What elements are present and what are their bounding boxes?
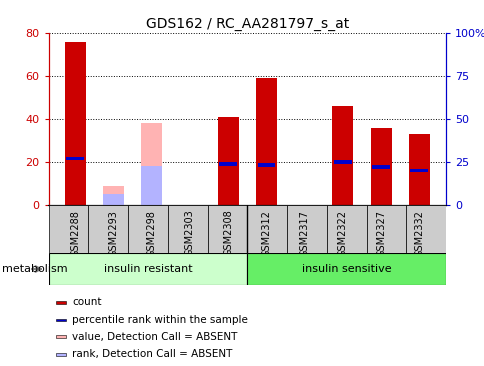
Text: insulin resistant: insulin resistant (104, 264, 192, 274)
Bar (207, 205, 247, 253)
Bar (56, 301, 66, 304)
Text: GSM2317: GSM2317 (299, 210, 309, 257)
Bar (128, 205, 167, 253)
Bar (103, 194, 124, 205)
Text: GSM2308: GSM2308 (223, 210, 233, 257)
Bar (56, 353, 66, 356)
Text: GSM2293: GSM2293 (108, 210, 118, 257)
Text: count: count (72, 297, 102, 307)
Text: GSM2327: GSM2327 (376, 210, 385, 257)
Bar (326, 205, 366, 253)
Bar (66, 157, 84, 160)
Bar (409, 169, 427, 172)
Bar (247, 253, 445, 285)
Bar (65, 42, 86, 205)
Bar (408, 134, 429, 205)
Bar (88, 205, 128, 253)
Bar (366, 205, 406, 253)
Bar (48, 205, 88, 253)
Bar (56, 335, 66, 338)
Bar (141, 123, 162, 205)
Text: insulin sensitive: insulin sensitive (302, 264, 391, 274)
Text: metabolism: metabolism (2, 264, 68, 274)
Text: percentile rank within the sample: percentile rank within the sample (72, 315, 247, 325)
Title: GDS162 / RC_AA281797_s_at: GDS162 / RC_AA281797_s_at (145, 16, 348, 30)
Bar (370, 127, 391, 205)
Text: GSM2312: GSM2312 (261, 210, 271, 257)
Text: GSM2322: GSM2322 (337, 210, 347, 257)
Bar (256, 78, 276, 205)
Bar (257, 164, 275, 167)
Bar (372, 165, 389, 169)
Text: GSM2332: GSM2332 (413, 210, 424, 257)
Bar (219, 162, 237, 165)
Text: GSM2303: GSM2303 (184, 210, 195, 257)
Bar (333, 160, 351, 164)
Bar (287, 205, 326, 253)
Bar (332, 106, 353, 205)
Bar (167, 205, 207, 253)
Bar (406, 205, 445, 253)
Text: GSM2288: GSM2288 (70, 210, 80, 257)
Bar (217, 117, 238, 205)
Text: rank, Detection Call = ABSENT: rank, Detection Call = ABSENT (72, 349, 232, 359)
Text: GSM2298: GSM2298 (147, 210, 156, 257)
Bar (247, 205, 287, 253)
Bar (141, 166, 162, 205)
Bar (56, 318, 66, 321)
Text: value, Detection Call = ABSENT: value, Detection Call = ABSENT (72, 332, 237, 342)
Bar (48, 253, 247, 285)
Bar (103, 186, 124, 205)
